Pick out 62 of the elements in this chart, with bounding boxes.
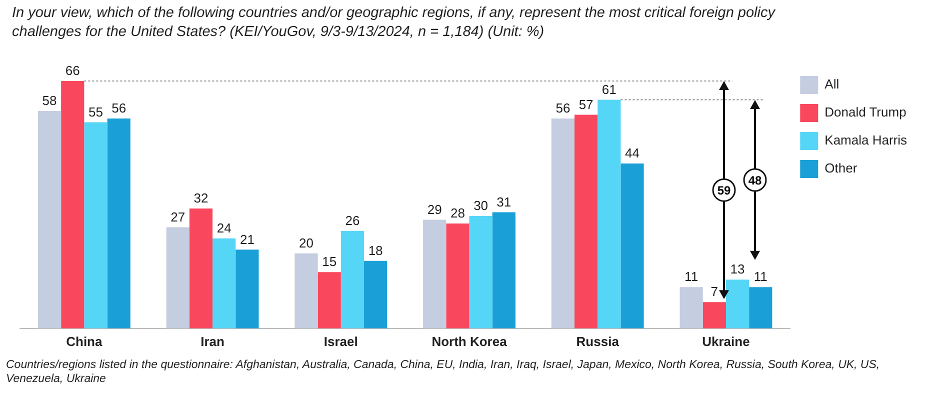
bar	[189, 208, 213, 328]
bar	[61, 80, 84, 328]
annotation: 59	[718, 184, 732, 198]
bar	[551, 118, 575, 328]
bar	[423, 220, 446, 328]
bar	[492, 212, 516, 328]
bar	[469, 216, 492, 328]
x-tick-label: North Korea	[432, 334, 508, 349]
data-label: 32	[194, 190, 208, 206]
bar	[294, 253, 318, 328]
bar	[84, 122, 108, 328]
x-tick-label: Iran	[200, 334, 225, 349]
x-tick-label: Israel	[324, 334, 358, 349]
bar	[726, 280, 750, 328]
data-label: 18	[368, 243, 383, 258]
data-label: 27	[170, 209, 186, 224]
data-label: 55	[88, 104, 103, 120]
legend-label: All	[824, 76, 840, 92]
bar	[702, 302, 726, 328]
data-label: 44	[625, 146, 640, 161]
x-tick-label: China	[66, 334, 103, 349]
data-label: 11	[684, 269, 698, 284]
bar	[318, 272, 341, 328]
data-label: 30	[474, 198, 488, 214]
data-label: 28	[450, 206, 465, 221]
data-label: 31	[496, 194, 512, 210]
bar	[166, 227, 190, 328]
legend-label: Donald Trump	[824, 104, 906, 120]
bar	[212, 238, 236, 328]
data-label: 15	[322, 254, 337, 270]
bar	[364, 260, 388, 328]
data-label: 11	[754, 269, 768, 284]
bar	[107, 118, 130, 328]
data-label: 66	[65, 63, 80, 78]
legend-label: Kamala Harris	[824, 132, 908, 148]
bar	[38, 110, 62, 328]
data-label: 57	[578, 96, 594, 112]
bar	[620, 163, 644, 328]
data-label: 58	[42, 93, 57, 108]
chart-title: In your view, which of the following countries and/or geographic regions, if any, represent the most critical foreign policy challenges for the United States? (KEI/YouGov, 9/3-9/13/2024, n = 1,184) (Unit: %)	[12, 4, 776, 42]
x-tick-label: Ukraine	[702, 334, 750, 349]
data-label: 21	[240, 232, 254, 247]
data-label: 26	[345, 213, 360, 228]
data-label: 56	[112, 100, 126, 116]
data-label: 24	[216, 220, 232, 236]
bar	[340, 230, 364, 328]
legend-label: Other	[824, 160, 858, 176]
data-label: 20	[299, 236, 314, 251]
bar	[574, 114, 598, 328]
annotation: 48	[748, 173, 762, 188]
bar	[598, 100, 621, 328]
data-label: 7	[710, 284, 718, 300]
bar	[236, 250, 259, 328]
bar	[749, 287, 772, 328]
data-label: 29	[427, 202, 442, 217]
data-label: 13	[730, 262, 745, 277]
data-label: 61	[602, 82, 616, 97]
x-tick-label: Russia	[576, 334, 620, 349]
data-label: 56	[556, 100, 570, 116]
text: Countries/regions listed in the questionnaire: Afghanistan, Australia, Canada, China, EU, India, Iran, Iraq, Israel, Japan, Mexico, North Korea, Russia, South Korea, UK, US, Venezuela, Ukraine	[6, 358, 881, 386]
bar	[680, 287, 703, 328]
bar	[446, 223, 470, 328]
